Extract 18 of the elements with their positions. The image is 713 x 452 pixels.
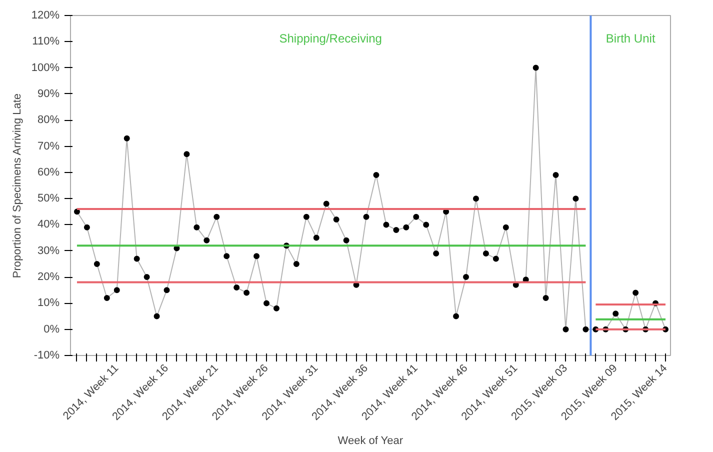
y-tick-label: 50% — [37, 192, 60, 205]
y-tick-label: 40% — [37, 218, 60, 231]
y-tick-label: 90% — [37, 88, 60, 100]
y-axis-title: Proportion of Specimens Arriving Late — [11, 93, 24, 278]
y-tick-label: 20% — [37, 271, 60, 284]
y-tick-label: 0% — [44, 323, 60, 336]
y-tick-label: -10% — [34, 350, 60, 362]
y-tick-label: 10% — [37, 297, 60, 310]
annotation: Birth Unit — [606, 32, 656, 46]
annotation: Shipping/Receiving — [279, 32, 382, 46]
y-tick-label: 60% — [37, 166, 60, 178]
y-tick-label: 30% — [37, 244, 60, 257]
y-tick-label: 100% — [31, 62, 60, 74]
y-tick-label: 110% — [32, 36, 60, 48]
x-axis-title: Week of Year — [338, 435, 404, 448]
y-tick-label: 80% — [37, 114, 60, 126]
y-tick-label: 70% — [37, 140, 60, 152]
y-tick-label: 120% — [31, 10, 60, 22]
